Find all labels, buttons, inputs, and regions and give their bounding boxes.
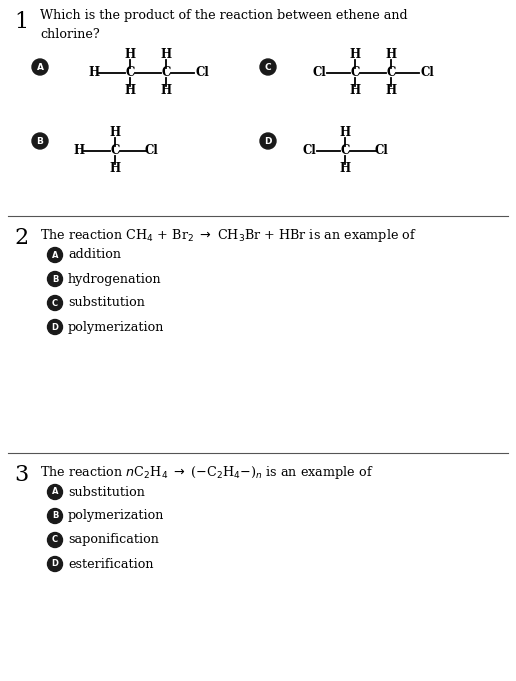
Text: Cl: Cl xyxy=(302,144,316,157)
Text: C: C xyxy=(265,63,271,72)
Text: saponification: saponification xyxy=(68,533,159,546)
Text: Cl: Cl xyxy=(312,67,326,80)
Text: H: H xyxy=(160,84,171,97)
Circle shape xyxy=(260,133,276,149)
Text: C: C xyxy=(341,144,350,157)
Text: addition: addition xyxy=(68,249,121,262)
Text: H: H xyxy=(73,144,85,157)
Circle shape xyxy=(47,272,62,287)
Text: 1: 1 xyxy=(14,11,28,33)
Text: D: D xyxy=(52,323,58,332)
Circle shape xyxy=(47,247,62,262)
Text: substitution: substitution xyxy=(68,486,145,498)
Text: H: H xyxy=(160,48,171,61)
Text: Cl: Cl xyxy=(374,144,388,157)
Text: H: H xyxy=(340,163,350,176)
Text: 2: 2 xyxy=(14,227,28,249)
Text: C: C xyxy=(110,144,120,157)
Text: C: C xyxy=(162,67,171,80)
Text: Cl: Cl xyxy=(420,67,434,80)
Text: polymerization: polymerization xyxy=(68,509,165,522)
Text: A: A xyxy=(37,63,43,72)
Text: H: H xyxy=(124,84,136,97)
Text: H: H xyxy=(109,127,121,140)
Text: hydrogenation: hydrogenation xyxy=(68,272,162,285)
Circle shape xyxy=(47,484,62,499)
Text: B: B xyxy=(37,136,43,146)
Text: H: H xyxy=(385,84,397,97)
Circle shape xyxy=(260,59,276,75)
Circle shape xyxy=(32,133,48,149)
Text: H: H xyxy=(385,48,397,61)
Text: H: H xyxy=(88,67,100,80)
Circle shape xyxy=(47,296,62,311)
Circle shape xyxy=(47,533,62,548)
Text: Cl: Cl xyxy=(144,144,158,157)
Text: polymerization: polymerization xyxy=(68,321,165,334)
Circle shape xyxy=(47,509,62,524)
Text: D: D xyxy=(52,560,58,569)
Text: A: A xyxy=(52,488,58,496)
Text: 3: 3 xyxy=(14,464,28,486)
Text: A: A xyxy=(52,251,58,259)
Text: C: C xyxy=(52,298,58,308)
Text: C: C xyxy=(386,67,396,80)
Circle shape xyxy=(47,556,62,571)
Text: Which is the product of the reaction between ethene and
chlorine?: Which is the product of the reaction bet… xyxy=(40,9,408,41)
Text: H: H xyxy=(109,163,121,176)
Text: C: C xyxy=(52,535,58,545)
Text: B: B xyxy=(52,511,58,520)
Text: H: H xyxy=(349,48,361,61)
Text: H: H xyxy=(340,127,350,140)
Text: The reaction $n$C$_2$H$_4$ $\rightarrow$ ($-$C$_2$H$_4$$-$)$_n$ is an example of: The reaction $n$C$_2$H$_4$ $\rightarrow$… xyxy=(40,464,374,481)
Text: C: C xyxy=(125,67,135,80)
Circle shape xyxy=(32,59,48,75)
Text: esterification: esterification xyxy=(68,558,153,571)
Text: Cl: Cl xyxy=(195,67,209,80)
Text: D: D xyxy=(264,136,272,146)
Text: H: H xyxy=(349,84,361,97)
Text: The reaction CH$_4$ + Br$_2$ $\rightarrow$ CH$_3$Br + HBr is an example of: The reaction CH$_4$ + Br$_2$ $\rightarro… xyxy=(40,227,417,244)
Text: C: C xyxy=(350,67,360,80)
Text: H: H xyxy=(124,48,136,61)
Text: B: B xyxy=(52,274,58,283)
Circle shape xyxy=(47,319,62,334)
Text: substitution: substitution xyxy=(68,296,145,309)
